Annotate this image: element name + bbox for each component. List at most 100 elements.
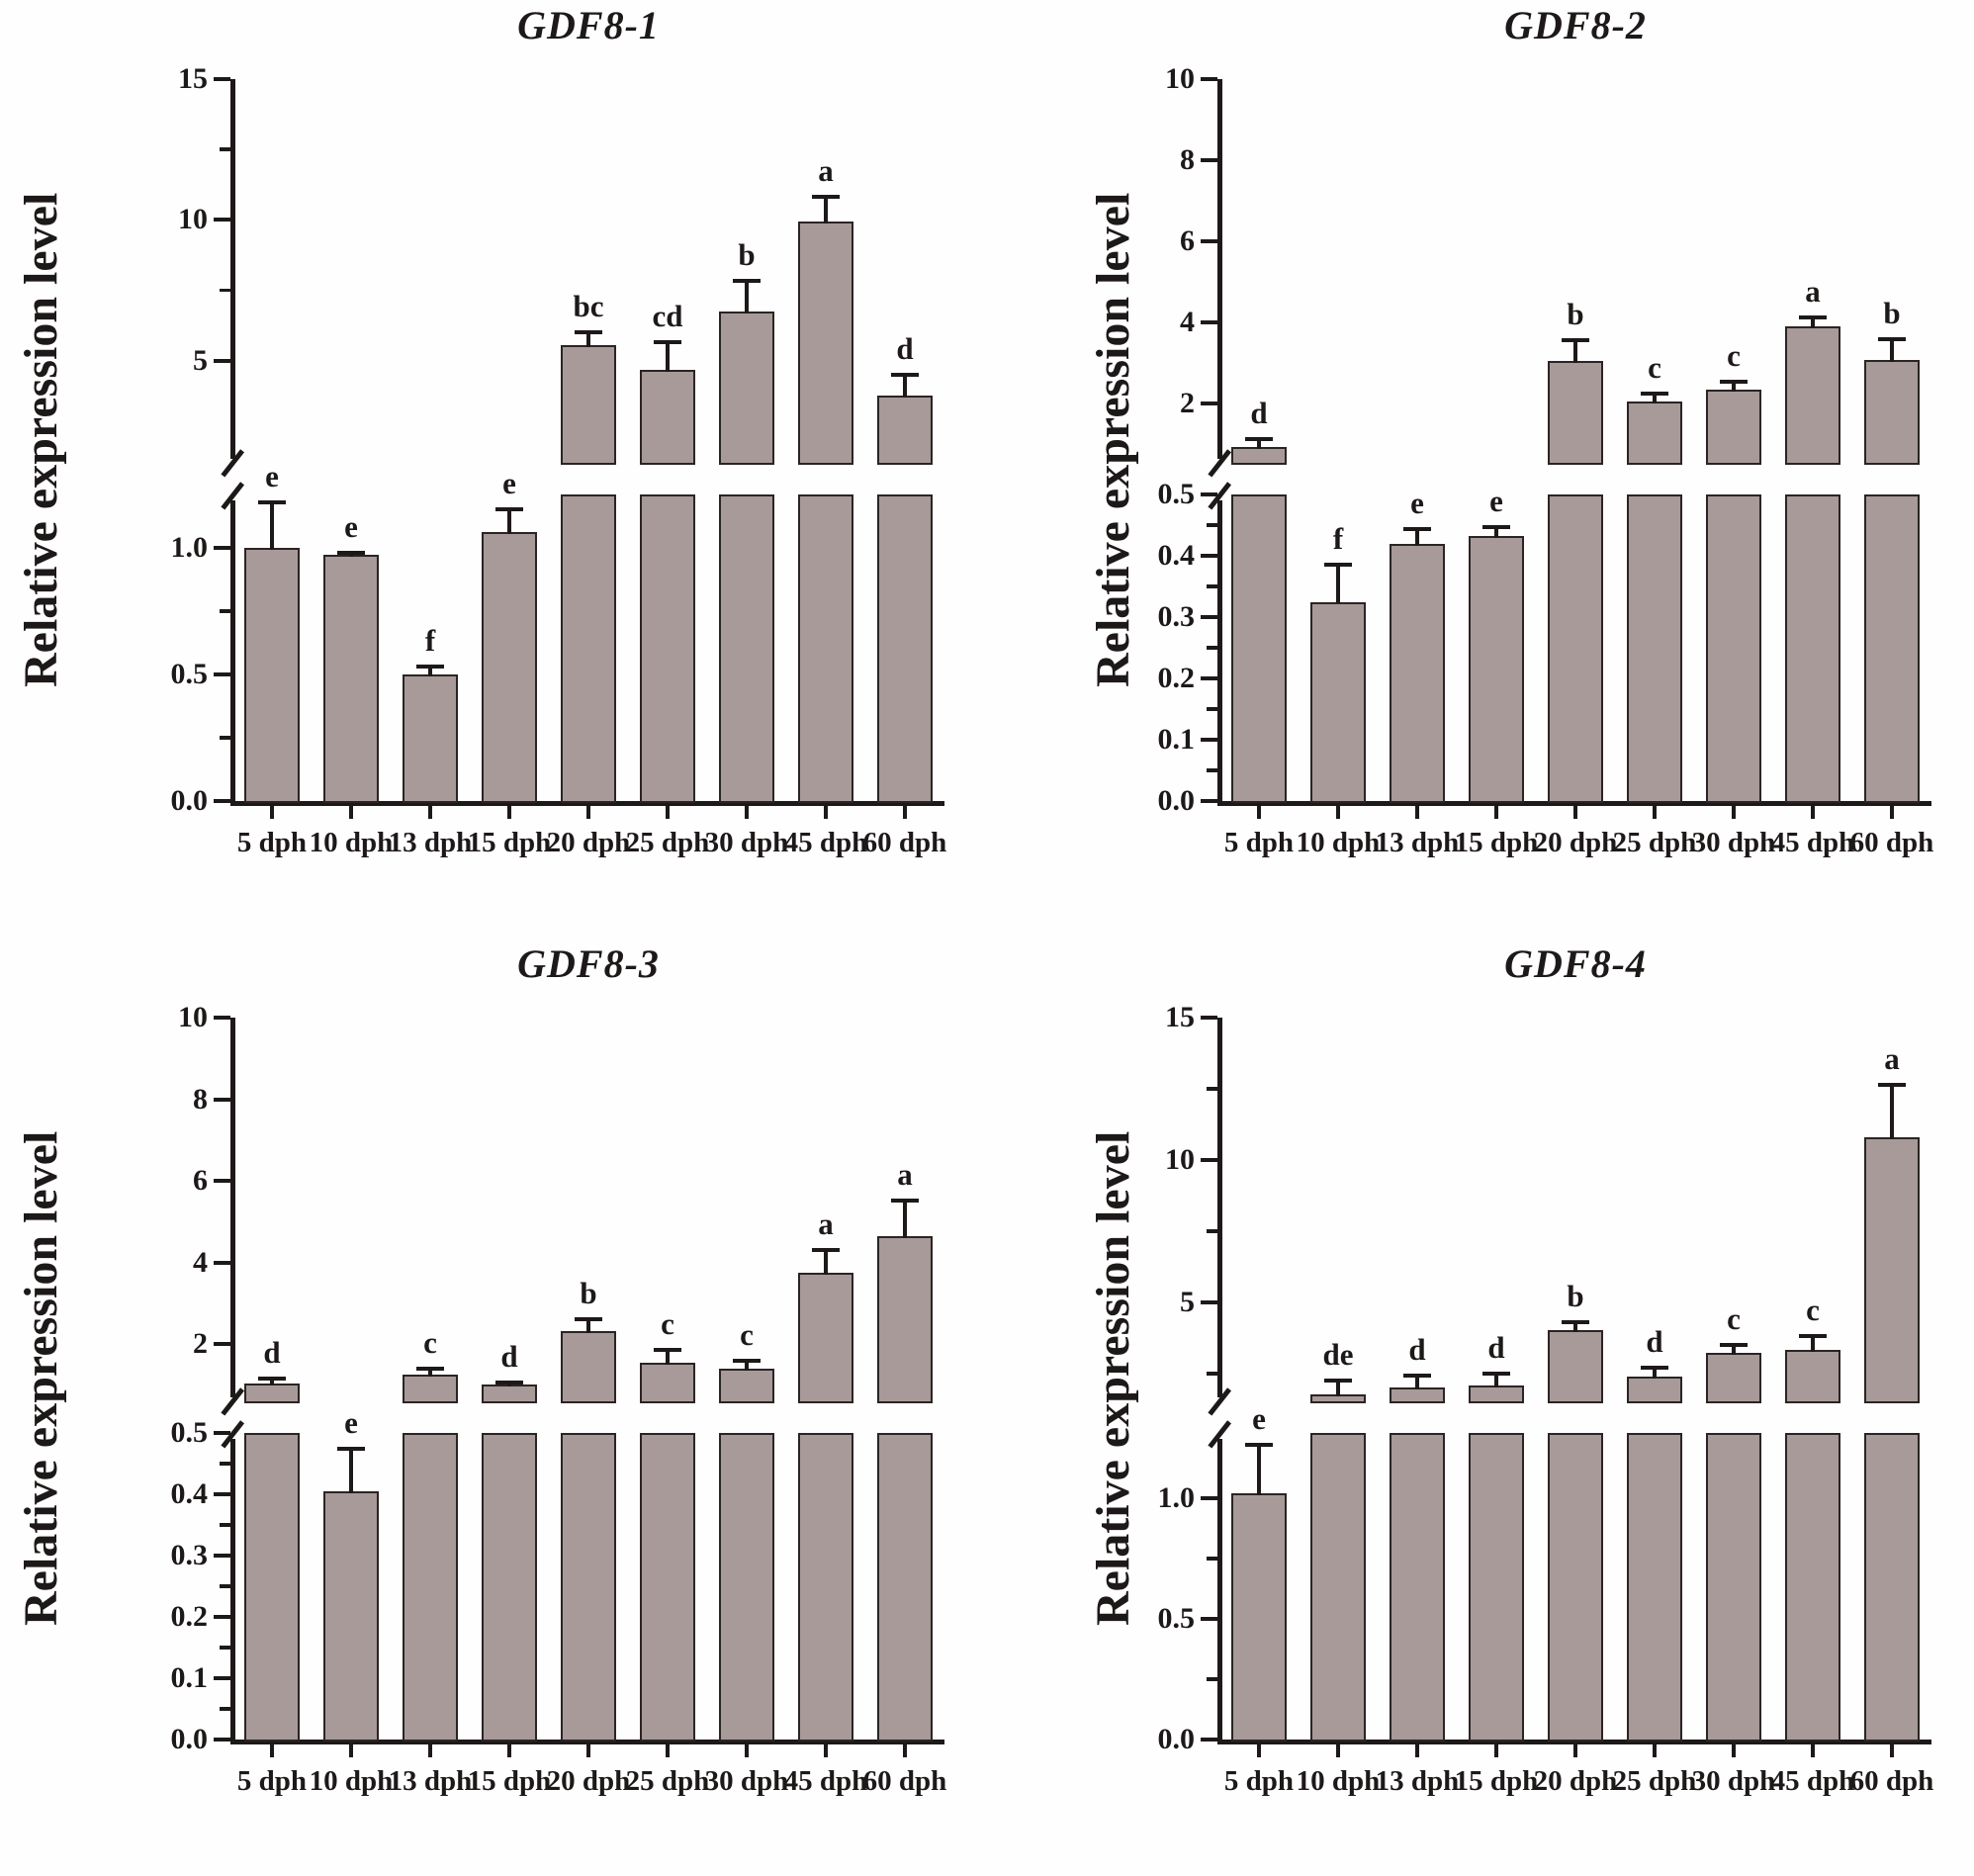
x-tick: [1494, 1744, 1498, 1757]
major-tick: [214, 671, 230, 676]
bar-lower-fragment: [877, 1433, 933, 1742]
tick-label: 0.0: [170, 1723, 209, 1755]
sig-letter: b: [1883, 295, 1901, 330]
error-bar: [1257, 1445, 1261, 1496]
sig-letter: f: [424, 623, 436, 659]
x-tick-label: 20 dph: [546, 1765, 631, 1797]
x-tick: [507, 806, 511, 819]
minor-tick: [1207, 584, 1217, 588]
minor-tick: [220, 1646, 230, 1650]
major-tick: [1201, 1495, 1217, 1500]
error-bar-cap: [1403, 1374, 1431, 1379]
bar: [482, 532, 537, 803]
bar-lower-fragment: [640, 494, 695, 803]
minor-tick: [220, 1584, 230, 1588]
x-tick-label: 15 dph: [1454, 1765, 1539, 1797]
major-tick: [1201, 1299, 1217, 1304]
minor-tick: [220, 609, 230, 613]
sig-letter: c: [1727, 1300, 1741, 1336]
x-tick: [1336, 806, 1340, 819]
tick-label: 0.4: [170, 1477, 209, 1510]
error-bar: [586, 331, 590, 347]
sig-letter: f: [1332, 521, 1344, 557]
error-bar-cap: [1878, 336, 1906, 341]
bar-lower-fragment: [1310, 1433, 1366, 1742]
error-bar: [1890, 1084, 1894, 1139]
tick-label: 0.5: [1157, 1601, 1196, 1635]
tick-label: 8: [1180, 143, 1195, 177]
error-bar: [1811, 1336, 1815, 1353]
tick-label: 0.5: [1157, 478, 1196, 510]
error-bar: [666, 342, 670, 372]
error-bar: [1653, 1368, 1657, 1379]
sig-letter: c: [423, 1324, 437, 1360]
x-tick-label: 60 dph: [862, 1765, 947, 1797]
major-tick: [214, 545, 230, 550]
sig-letter: d: [1487, 1329, 1505, 1365]
y-axis-line-upper: [230, 79, 235, 459]
x-tick: [1890, 806, 1894, 819]
bar-lower-fragment: [877, 494, 933, 803]
error-bar: [666, 1349, 670, 1365]
x-tick-label: 5 dph: [236, 1765, 308, 1797]
bar-upper-fragment: [482, 1385, 537, 1403]
tick-label: 0.3: [1157, 600, 1196, 633]
tick-label: 4: [193, 1245, 208, 1279]
minor-tick: [220, 1523, 230, 1527]
error-bar-cap: [733, 1359, 761, 1364]
tick-label: 10: [1165, 1142, 1195, 1176]
x-tick-label: 45 dph: [783, 827, 868, 858]
error-bar-cap: [891, 372, 919, 377]
x-tick: [666, 1744, 670, 1757]
tick-label: 10: [178, 1001, 208, 1033]
sig-letter: c: [1806, 1293, 1820, 1328]
major-tick: [1201, 1157, 1217, 1162]
error-bar: [1573, 340, 1577, 364]
x-tick: [507, 1744, 511, 1757]
tick-label: 15: [1165, 1001, 1195, 1033]
x-tick: [1415, 806, 1419, 819]
sig-letter: b: [738, 237, 756, 273]
minor-tick: [1207, 1372, 1217, 1376]
bar-lower-fragment: [1785, 494, 1840, 803]
sig-letter: d: [896, 330, 914, 366]
error-bar-cap: [495, 1380, 523, 1385]
x-tick-label: 10 dph: [1296, 1765, 1381, 1797]
x-tick: [666, 806, 670, 819]
major-tick: [1201, 554, 1217, 558]
error-bar: [1732, 1344, 1736, 1356]
x-tick-label: 25 dph: [625, 827, 710, 858]
bar-lower-fragment: [244, 1433, 300, 1742]
error-bar: [745, 1361, 749, 1371]
major-tick: [1201, 1616, 1217, 1621]
minor-tick: [1207, 768, 1217, 772]
bar: [1310, 601, 1366, 803]
bar-upper-fragment: [561, 345, 616, 465]
error-bar: [903, 1200, 907, 1238]
x-tick: [586, 1744, 590, 1757]
x-tick: [903, 806, 907, 819]
tick-label: 6: [1180, 224, 1195, 258]
error-bar-cap: [1403, 527, 1431, 532]
sig-letter: a: [818, 152, 834, 188]
bar-upper-fragment: [1785, 1350, 1840, 1403]
bar-lower-fragment: [1469, 1433, 1524, 1742]
x-tick: [1494, 806, 1498, 819]
x-tick-label: 25 dph: [1612, 1765, 1697, 1797]
error-bar: [1336, 1380, 1340, 1397]
tick-label: 15: [178, 62, 208, 95]
chart-panel-gdf8-2: GDF8-2 Relative expression level 2 4 6 8 10 0.0…: [987, 0, 1974, 938]
major-tick: [214, 1492, 230, 1496]
error-bar-cap: [891, 1198, 919, 1203]
bar-upper-fragment: [877, 395, 933, 465]
bar-upper-fragment: [798, 221, 853, 465]
tick-label: 0.0: [170, 784, 209, 817]
x-tick: [745, 806, 749, 819]
tick-label: 0.4: [1157, 539, 1196, 572]
error-bar-cap: [1878, 1082, 1906, 1087]
sig-letter: a: [1884, 1040, 1900, 1076]
chart-panel-gdf8-4: GDF8-4 Relative expression level 5 10 15 0.0 0…: [987, 938, 1974, 1876]
tick-label: 1.0: [1157, 1480, 1196, 1514]
bar-upper-fragment: [1390, 1387, 1445, 1403]
x-tick-label: 13 dph: [1375, 827, 1460, 858]
